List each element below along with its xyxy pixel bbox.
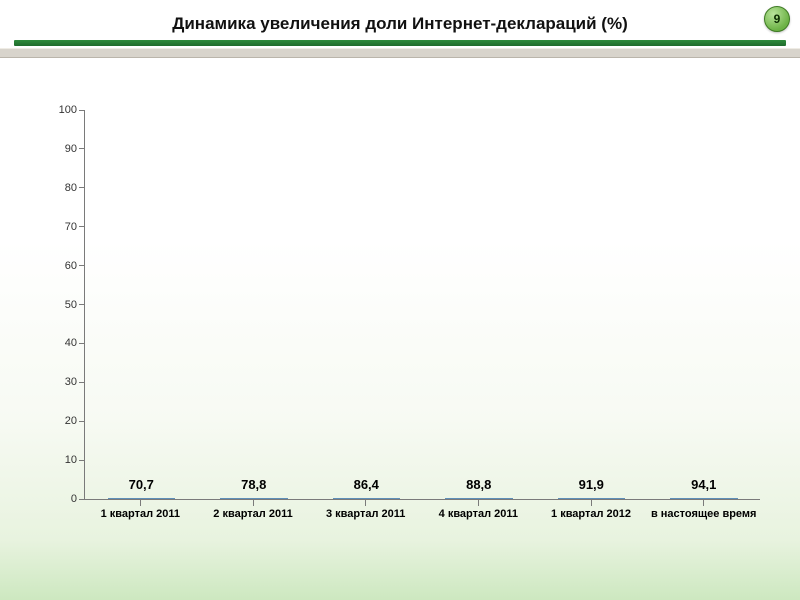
y-axis-label: 0 bbox=[45, 493, 77, 505]
x-tick bbox=[478, 500, 479, 506]
x-tick bbox=[365, 500, 366, 506]
y-tick bbox=[79, 110, 85, 111]
bars-group: 70,778,886,488,891,994,1 bbox=[85, 110, 760, 499]
bar-value-label: 78,8 bbox=[241, 477, 266, 492]
bar bbox=[108, 498, 176, 499]
chart-container: 70,778,886,488,891,994,1 010203040506070… bbox=[40, 110, 770, 540]
y-axis-label: 60 bbox=[45, 260, 77, 272]
slide: 9 Динамика увеличения доли Интернет-декл… bbox=[0, 0, 800, 600]
plot-area: 70,778,886,488,891,994,1 010203040506070… bbox=[84, 110, 760, 500]
y-axis-label: 20 bbox=[45, 415, 77, 427]
x-axis-label: 2 квартал 2011 bbox=[197, 500, 310, 540]
title-underline bbox=[14, 40, 786, 46]
bar-chart: 70,778,886,488,891,994,1 010203040506070… bbox=[40, 110, 770, 540]
y-axis-label: 80 bbox=[45, 182, 77, 194]
x-axis-label: 4 квартал 2011 bbox=[422, 500, 535, 540]
bar bbox=[558, 498, 626, 499]
bar-slot: 78,8 bbox=[198, 498, 311, 499]
y-axis-label: 50 bbox=[45, 299, 77, 311]
y-tick bbox=[79, 148, 85, 149]
y-tick bbox=[79, 304, 85, 305]
x-tick bbox=[140, 500, 141, 506]
x-tick bbox=[591, 500, 592, 506]
x-axis-label: 1 квартал 2011 bbox=[84, 500, 197, 540]
slide-title: Динамика увеличения доли Интернет-деклар… bbox=[0, 0, 800, 34]
bar-value-label: 86,4 bbox=[354, 477, 379, 492]
y-axis-label: 100 bbox=[45, 104, 77, 116]
y-tick bbox=[79, 187, 85, 188]
y-axis-label: 90 bbox=[45, 143, 77, 155]
bar-slot: 86,4 bbox=[310, 498, 423, 499]
bar-slot: 88,8 bbox=[423, 498, 536, 499]
bar bbox=[670, 498, 738, 499]
y-axis-label: 10 bbox=[45, 454, 77, 466]
x-axis-label: 1 квартал 2012 bbox=[535, 500, 648, 540]
y-tick bbox=[79, 382, 85, 383]
bar-value-label: 70,7 bbox=[129, 477, 154, 492]
bar bbox=[333, 498, 401, 499]
bar bbox=[220, 498, 288, 499]
y-tick bbox=[79, 226, 85, 227]
y-tick bbox=[79, 460, 85, 461]
x-axis-label: 3 квартал 2011 bbox=[309, 500, 422, 540]
x-axis-label: в настоящее время bbox=[647, 500, 760, 540]
bar bbox=[445, 498, 513, 499]
y-tick bbox=[79, 343, 85, 344]
y-axis-label: 70 bbox=[45, 221, 77, 233]
bar-slot: 91,9 bbox=[535, 498, 648, 499]
bar-value-label: 91,9 bbox=[579, 477, 604, 492]
y-axis-label: 40 bbox=[45, 337, 77, 349]
y-axis-label: 30 bbox=[45, 376, 77, 388]
x-tick bbox=[253, 500, 254, 506]
bar-slot: 70,7 bbox=[85, 498, 198, 499]
bar-value-label: 88,8 bbox=[466, 477, 491, 492]
y-tick bbox=[79, 421, 85, 422]
bar-value-label: 94,1 bbox=[691, 477, 716, 492]
bar-slot: 94,1 bbox=[648, 498, 761, 499]
y-tick bbox=[79, 265, 85, 266]
page-number: 9 bbox=[774, 12, 781, 26]
x-tick bbox=[703, 500, 704, 506]
separator-bar bbox=[0, 48, 800, 58]
page-number-badge: 9 bbox=[764, 6, 790, 32]
x-axis-labels: 1 квартал 20112 квартал 20113 квартал 20… bbox=[84, 500, 760, 540]
